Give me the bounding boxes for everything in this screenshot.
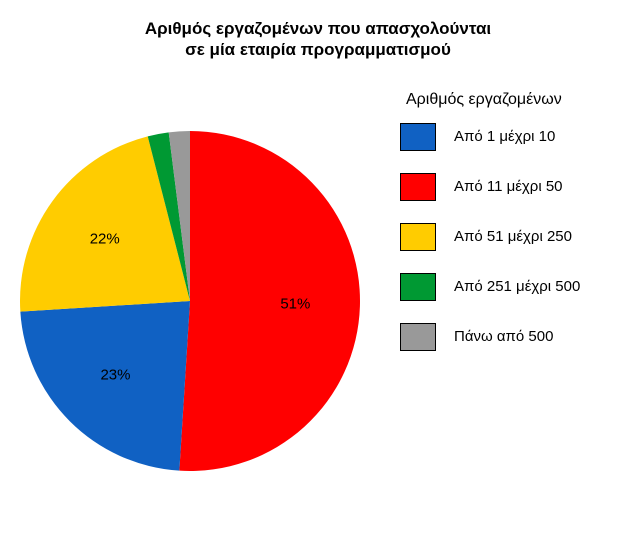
legend-swatch <box>400 273 436 301</box>
legend: Αριθμός εργαζομένων Από 1 μέχρι 10 Από 1… <box>400 91 620 373</box>
legend-item: Από 1 μέχρι 10 <box>400 123 620 151</box>
legend-item: Από 251 μέχρι 500 <box>400 273 620 301</box>
legend-swatch <box>400 323 436 351</box>
legend-item: Από 11 μέχρι 50 <box>400 173 620 201</box>
legend-item: Πάνω από 500 <box>400 323 620 351</box>
legend-label: Από 51 μέχρι 250 <box>454 228 572 245</box>
legend-label: Από 251 μέχρι 500 <box>454 278 580 295</box>
legend-swatch <box>400 223 436 251</box>
legend-label: Πάνω από 500 <box>454 328 553 345</box>
pie-slice-label: 22% <box>90 230 120 247</box>
pie-slice-label: 23% <box>100 367 130 384</box>
pie-chart: 51% 23% 22% <box>20 131 360 471</box>
chart-title: Αριθμός εργαζομένων που απασχολούνται σε… <box>0 0 636 61</box>
chart-title-line2: σε μία εταιρία προγραμματισμού <box>185 40 451 59</box>
legend-label: Από 11 μέχρι 50 <box>454 178 563 195</box>
pie-slice <box>179 131 360 471</box>
chart-stage: 51% 23% 22% Αριθμός εργαζομένων Από 1 μέχρ… <box>0 61 636 551</box>
pie-slice <box>20 301 190 471</box>
chart-title-line1: Αριθμός εργαζομένων που απασχολούνται <box>145 19 491 38</box>
legend-title: Αριθμός εργαζομένων <box>400 91 620 109</box>
pie-slice-label: 51% <box>280 295 310 312</box>
legend-item: Από 51 μέχρι 250 <box>400 223 620 251</box>
legend-swatch <box>400 173 436 201</box>
legend-label: Από 1 μέχρι 10 <box>454 128 555 145</box>
legend-swatch <box>400 123 436 151</box>
